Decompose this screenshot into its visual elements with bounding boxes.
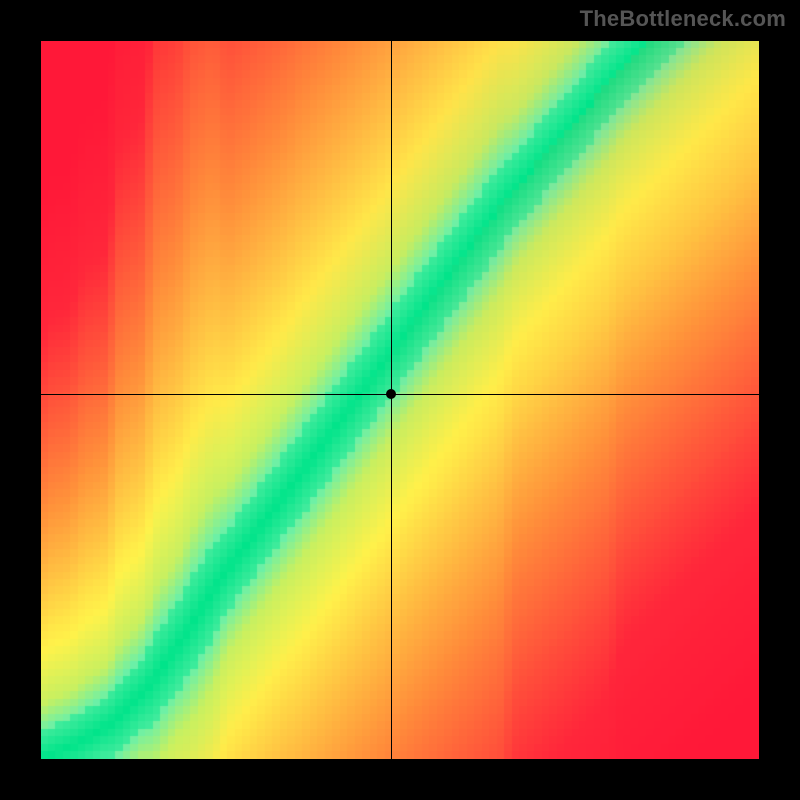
crosshair-marker	[386, 389, 396, 399]
crosshair-vertical	[391, 41, 392, 759]
watermark-text: TheBottleneck.com	[580, 6, 786, 32]
crosshair-horizontal	[41, 394, 759, 395]
bottleneck-heatmap	[41, 41, 759, 759]
